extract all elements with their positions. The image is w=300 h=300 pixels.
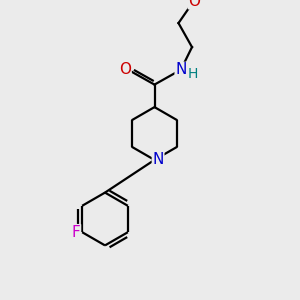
Text: N: N [175,62,187,77]
Text: F: F [72,225,80,240]
Text: O: O [119,62,131,77]
Text: H: H [188,67,198,81]
Text: O: O [188,0,200,9]
Text: N: N [152,152,164,167]
